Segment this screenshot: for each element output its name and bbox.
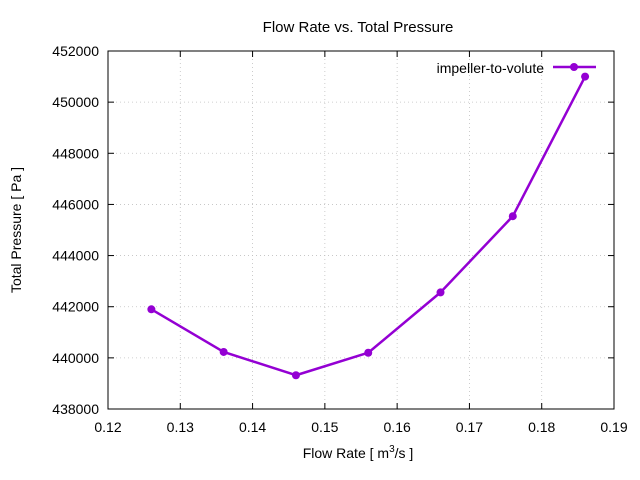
data-point — [219, 347, 228, 356]
x-tick-label: 0.19 — [600, 419, 627, 435]
x-axis-label: Flow Rate [ m3/s ] — [303, 444, 414, 461]
y-tick-label: 452000 — [52, 43, 99, 59]
y-tick-label: 440000 — [52, 350, 99, 366]
legend-label: impeller-to-volute — [437, 60, 545, 76]
x-axis-label-text: Flow Rate [ m — [303, 445, 389, 461]
x-tick-label: 0.12 — [94, 419, 121, 435]
data-point — [436, 288, 445, 297]
x-axis-label-superscript: 3 — [389, 444, 395, 455]
x-axis-label-suffix: /s ] — [395, 445, 414, 461]
y-tick-label: 446000 — [52, 196, 99, 212]
data-point — [291, 371, 300, 380]
y-tick-label: 450000 — [52, 94, 99, 110]
x-tick-label: 0.14 — [239, 419, 266, 435]
legend: impeller-to-volute — [437, 60, 596, 76]
axis-ticks — [107, 50, 615, 410]
y-tick-label: 444000 — [52, 248, 99, 264]
data-point — [508, 212, 517, 221]
y-tick-label: 448000 — [52, 145, 99, 161]
x-tick-label: 0.15 — [311, 419, 338, 435]
y-tick-label: 442000 — [52, 299, 99, 315]
chart-title: Flow Rate vs. Total Pressure — [263, 19, 454, 36]
data-point — [147, 305, 156, 314]
x-tick-label: 0.16 — [384, 419, 411, 435]
plot-frame — [107, 50, 615, 410]
x-tick-label: 0.18 — [528, 419, 555, 435]
data-point — [364, 348, 373, 357]
data-point — [581, 72, 590, 81]
legend-marker — [570, 63, 578, 71]
x-tick-label: 0.17 — [456, 419, 483, 435]
y-tick-label: 438000 — [52, 401, 99, 417]
y-axis-label: Total Pressure [ Pa ] — [8, 167, 24, 293]
x-tick-label: 0.13 — [167, 419, 194, 435]
series-layer — [147, 72, 590, 380]
